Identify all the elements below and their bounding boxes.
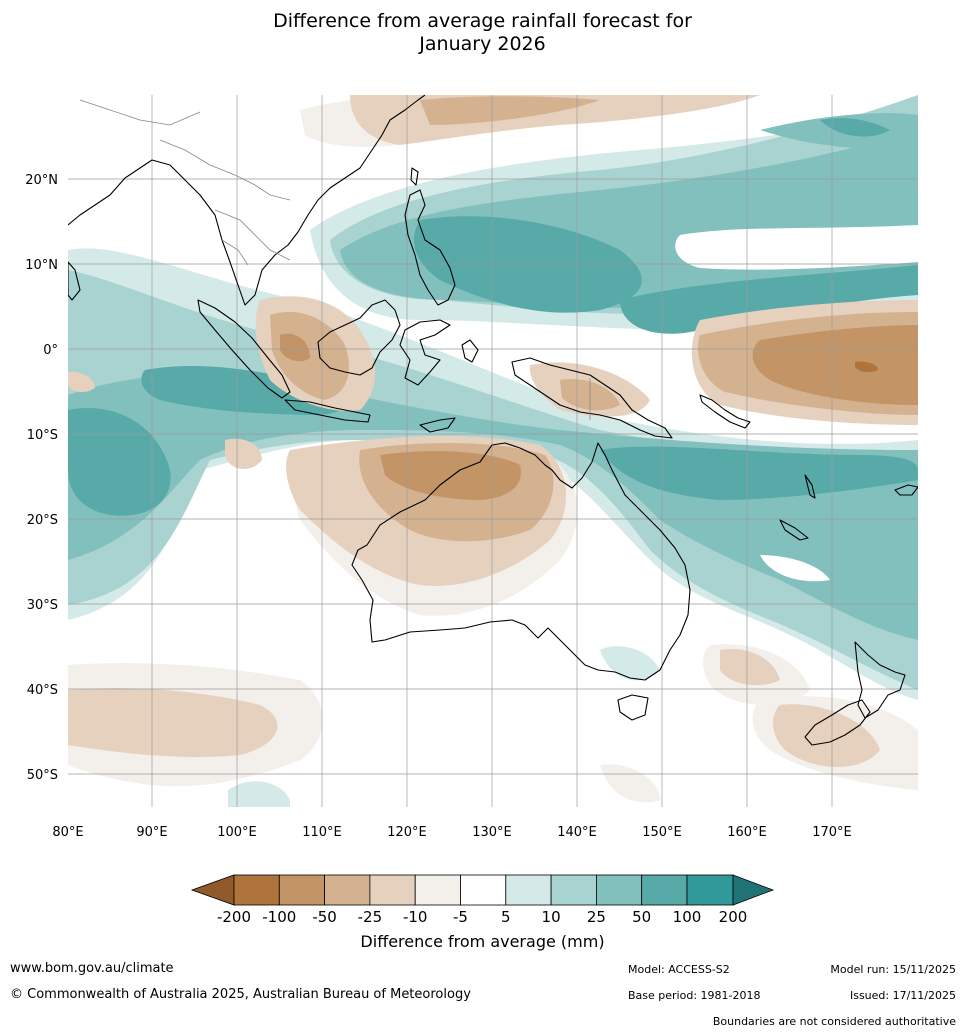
colorbar-tick: -10 [403,908,428,926]
base-period: Base period: 1981-2018 [628,989,761,1002]
lon-label: 80°E [52,825,83,840]
borneo-coast [317,299,401,376]
colorbar-swatch [505,874,552,906]
colorbar-swatch [686,874,734,906]
website-link[interactable]: www.bom.gov.au/climate [10,961,174,976]
brown-50-100-regions [280,325,918,500]
colorbar-tick: -200 [217,908,251,926]
country-borders [79,99,591,420]
issued-date: Issued: 17/11/2025 [849,989,956,1002]
new-guinea-coast [511,357,673,439]
colorbar-tick: 50 [632,908,651,926]
new-zealand-north-coast [854,641,906,719]
copyright-notice: © Commonwealth of Australia 2025, Austra… [10,987,471,1002]
australia-coast [351,442,691,681]
asia-coast [68,95,426,306]
colorbar-swatch [414,874,461,906]
colorbar-swatch [550,874,597,906]
rainfall-anomaly-field [68,95,918,807]
philippines-coast [404,189,456,306]
lon-label: 160°E [727,825,767,840]
colorbar [190,874,775,906]
lon-label: 120°E [387,825,427,840]
colorbar-swatch [460,874,507,906]
lat-label: 10°S [27,428,58,443]
colorbar-tick: 200 [719,908,748,926]
lat-label: 50°S [27,768,58,783]
colorbar-swatch [278,874,325,906]
sulawesi-coast [399,319,451,386]
boundaries-note: Boundaries are not considered authoritat… [712,1015,956,1028]
title-line-1: Difference from average rainfall forecas… [273,10,692,32]
java-coast [284,399,371,423]
lon-label: 150°E [642,825,682,840]
colorbar-tick: 25 [587,908,606,926]
lon-label: 90°E [136,825,167,840]
model-name: Model: ACCESS-S2 [628,963,730,976]
lon-label: 100°E [217,825,257,840]
colorbar-title: Difference from average (mm) [360,932,605,951]
colorbar-tick: 10 [542,908,561,926]
halmahera-coast [461,339,479,363]
vanuatu-coast [804,474,816,499]
colorbar-tick: -50 [312,908,337,926]
graticule [68,95,918,807]
colorbar-swatch [233,874,280,906]
colorbar-swatch [324,874,371,906]
lon-label: 130°E [472,825,512,840]
teal-50-100-regions [68,118,918,516]
coastlines [68,95,918,746]
new-zealand-south-coast [804,699,871,746]
lat-label: 30°S [27,598,58,613]
map-title: Difference from average rainfall forecas… [0,10,965,56]
longitude-labels: 80°E 90°E 100°E 110°E 120°E 130°E 140°E … [52,825,851,840]
lat-label: 20°S [27,513,58,528]
taiwan-coast [410,167,419,186]
colorbar-tick: 5 [501,908,511,926]
colorbar-swatch [732,874,775,906]
sri-lanka-coast [68,261,81,301]
colorbar-tick: -25 [358,908,383,926]
colorbar-swatch [190,874,235,906]
colorbar-tick: -5 [453,908,468,926]
tasmania-coast [617,694,649,721]
new-caledonia-coast [779,519,809,541]
lat-label: 20°N [25,173,58,188]
fiji-coast [894,484,918,496]
latitude-labels: 20°N 10°N 0° 10°S 20°S 30°S 40°S 50°S [25,173,58,783]
sumatra-coast [197,299,291,399]
solomon-islands-coast [699,394,751,429]
colorbar-swatch [596,874,643,906]
colorbar-swatch [369,874,416,906]
lat-label: 0° [43,343,58,358]
colorbar-tick: -100 [262,908,296,926]
brown-100-200-regions [855,361,878,373]
title-line-2: January 2026 [419,33,546,55]
colorbar-tick: 100 [673,908,702,926]
lat-label: 10°N [25,258,58,273]
lon-label: 110°E [302,825,342,840]
neutral-gaps [68,225,918,680]
model-run-date: Model run: 15/11/2025 [830,963,956,976]
colorbar-tick-labels: -200 -100 -50 -25 -10 -5 5 10 25 50 100 … [217,908,747,926]
colorbar-swatch [641,874,688,906]
lat-label: 40°S [27,683,58,698]
timor-coast [419,417,456,433]
lon-label: 140°E [557,825,597,840]
lon-label: 170°E [812,825,852,840]
